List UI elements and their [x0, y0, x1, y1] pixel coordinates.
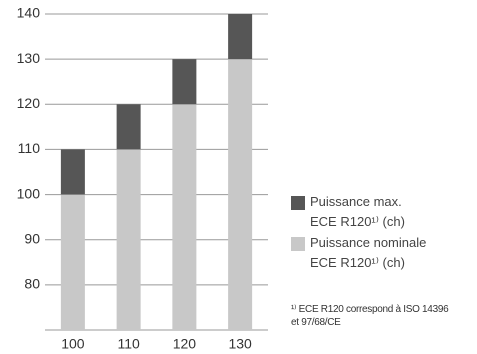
legend-swatch: [291, 237, 305, 251]
legend-label: Puissance max. ECE R120¹⁾ (ch): [310, 194, 405, 229]
bar-segment: [60, 194, 85, 330]
footnote: ¹⁾ ECE R120 correspond à ISO 14396 et 97…: [291, 304, 449, 328]
legend-label: Puissance nominale ECE R120¹⁾ (ch): [310, 235, 427, 270]
y-tick-label: 100: [17, 185, 41, 201]
bar-segment: [172, 59, 197, 105]
y-tick-label: 110: [18, 140, 41, 156]
x-tick-label: 100: [61, 336, 85, 352]
x-tick-label: 130: [228, 336, 252, 352]
bar-segment: [116, 149, 141, 330]
x-tick-label: 110: [117, 336, 140, 352]
y-tick-label: 80: [24, 276, 40, 292]
y-tick-label: 140: [17, 5, 41, 21]
bar-segment: [116, 104, 141, 150]
bar-segment: [60, 149, 85, 195]
x-tick-label: 120: [173, 336, 197, 352]
y-tick-label: 130: [17, 50, 41, 66]
bar-segment: [172, 104, 197, 331]
legend-swatch: [291, 196, 305, 210]
bar-segment: [228, 59, 253, 331]
y-tick-label: 120: [17, 95, 41, 111]
y-tick-label: 90: [24, 230, 40, 246]
bar-segment: [228, 14, 253, 60]
